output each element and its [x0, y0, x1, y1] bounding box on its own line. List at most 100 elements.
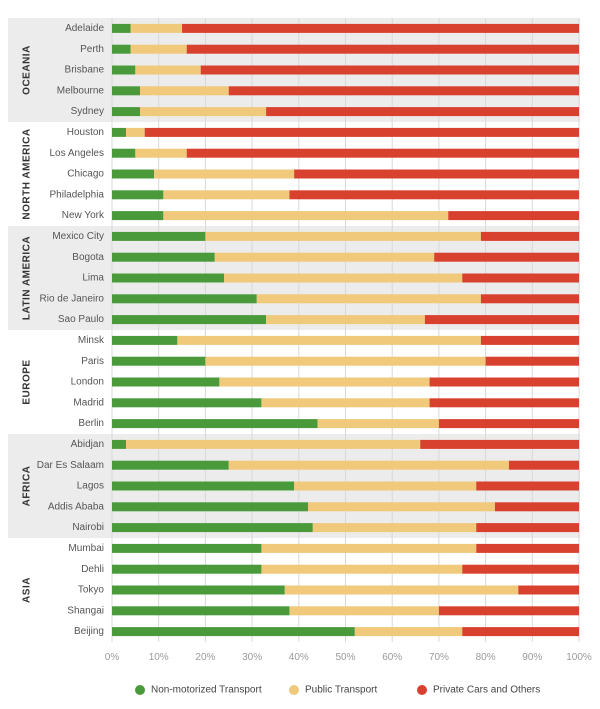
- city-label: Beijing: [74, 626, 104, 637]
- bar-segment-non-motorized: [112, 148, 136, 158]
- bars: [112, 23, 580, 637]
- city-label: Minsk: [78, 335, 105, 346]
- bar-segment-non-motorized: [112, 86, 141, 96]
- bar-segment-non-motorized: [112, 356, 206, 366]
- city-label: Perth: [80, 44, 104, 55]
- bar-segment-non-motorized: [112, 460, 229, 470]
- bar-segment-private: [438, 419, 579, 429]
- x-tick-label: 0%: [105, 652, 120, 663]
- x-tick-label: 20%: [195, 652, 215, 663]
- city-label: Chicago: [67, 169, 104, 180]
- city-label: Addis Ababa: [48, 501, 105, 512]
- bar-segment-non-motorized: [112, 502, 309, 512]
- city-label: Shangai: [67, 605, 104, 616]
- bar-segment-private: [480, 231, 579, 241]
- bar-segment-private: [438, 606, 579, 616]
- bar-segment-private: [476, 523, 579, 533]
- bar-segment-private: [424, 315, 579, 325]
- bar-segment-public: [205, 231, 481, 241]
- bar-segment-private: [182, 23, 580, 33]
- bar-segment-private: [462, 273, 579, 283]
- x-tick-label: 70%: [429, 652, 449, 663]
- bar-segment-public: [312, 523, 477, 533]
- bar-segment-non-motorized: [112, 523, 313, 533]
- city-label: Sydney: [71, 106, 104, 117]
- bar-segment-private: [434, 252, 579, 262]
- bar-segment-non-motorized: [112, 107, 141, 117]
- bar-segment-public: [163, 190, 290, 200]
- bar-segment-private: [462, 564, 579, 574]
- region-label: OCEANIA: [22, 45, 33, 95]
- x-axis-ticks: 0% 10% 20% 30% 40% 50% 60% 70% 80% 90% 100%: [105, 652, 592, 663]
- region-label: LATIN AMERICA: [22, 236, 33, 320]
- bar-segment-private: [294, 169, 579, 179]
- bar-segment-non-motorized: [112, 439, 127, 449]
- gridlines: [111, 18, 580, 642]
- region-label: NORTH AMERICA: [22, 128, 33, 219]
- bar-segment-private: [476, 543, 579, 553]
- bar-segment-public: [289, 606, 439, 616]
- bar-segment-private: [429, 377, 579, 387]
- city-label: Mexico City: [52, 231, 104, 242]
- bar-segment-non-motorized: [112, 315, 267, 325]
- bar-segment-private: [228, 86, 579, 96]
- bar-segment-non-motorized: [112, 127, 127, 137]
- city-label: Tokyo: [78, 585, 105, 596]
- x-tick-label: 30%: [242, 652, 262, 663]
- bar-segment-non-motorized: [112, 606, 290, 616]
- bar-segment-non-motorized: [112, 585, 285, 595]
- city-label: Mumbai: [68, 543, 104, 554]
- legend-swatch-private: [417, 685, 427, 695]
- bar-segment-non-motorized: [112, 627, 355, 637]
- bar-segment-non-motorized: [112, 377, 220, 387]
- x-tick-label: 60%: [382, 652, 402, 663]
- bar-segment-non-motorized: [112, 169, 155, 179]
- city-label: Adelaide: [65, 23, 104, 34]
- bar-segment-public: [130, 23, 183, 33]
- bar-segment-non-motorized: [112, 211, 164, 221]
- bar-segment-public: [317, 419, 439, 429]
- city-label: Lima: [82, 273, 104, 284]
- bar-segment-non-motorized: [112, 543, 262, 553]
- bar-segment-non-motorized: [112, 335, 178, 345]
- bar-segment-non-motorized: [112, 231, 206, 241]
- bar-segment-non-motorized: [112, 481, 295, 491]
- x-tick-label: 10%: [149, 652, 169, 663]
- x-tick-label: 100%: [566, 652, 592, 663]
- bar-segment-public: [140, 86, 229, 96]
- city-label: Melbourne: [57, 85, 105, 96]
- bar-segment-public: [205, 356, 486, 366]
- bar-segment-private: [186, 148, 579, 158]
- bar-segment-non-motorized: [112, 273, 225, 283]
- bar-segment-private: [448, 211, 579, 221]
- city-label: Brisbane: [65, 65, 105, 76]
- bar-segment-non-motorized: [112, 65, 136, 75]
- bar-segment-private: [266, 107, 579, 117]
- bar-segment-non-motorized: [112, 564, 262, 574]
- bar-segment-private: [462, 627, 579, 637]
- bar-segment-public: [284, 585, 519, 595]
- bar-segment-private: [186, 44, 579, 54]
- region-label: AFRICA: [22, 466, 33, 507]
- bar-segment-non-motorized: [112, 44, 131, 54]
- bar-segment-public: [219, 377, 430, 387]
- bar-segment-public: [224, 273, 463, 283]
- bar-segment-public: [261, 398, 430, 408]
- bar-segment-public: [266, 315, 425, 325]
- bar-segment-private: [289, 190, 579, 200]
- legend-swatch-public: [289, 685, 299, 695]
- bar-segment-non-motorized: [112, 294, 257, 304]
- legend-label: Private Cars and Others: [433, 685, 540, 696]
- bar-segment-public: [256, 294, 481, 304]
- x-tick-label: 50%: [335, 652, 355, 663]
- city-label: Paris: [81, 356, 104, 367]
- bar-segment-private: [494, 502, 579, 512]
- x-tick-label: 40%: [289, 652, 309, 663]
- bar-segment-non-motorized: [112, 252, 215, 262]
- legend-label: Public Transport: [305, 685, 377, 696]
- bar-segment-non-motorized: [112, 23, 131, 33]
- bar-segment-public: [126, 127, 145, 137]
- bar-segment-private: [200, 65, 580, 75]
- bar-segment-non-motorized: [112, 190, 164, 200]
